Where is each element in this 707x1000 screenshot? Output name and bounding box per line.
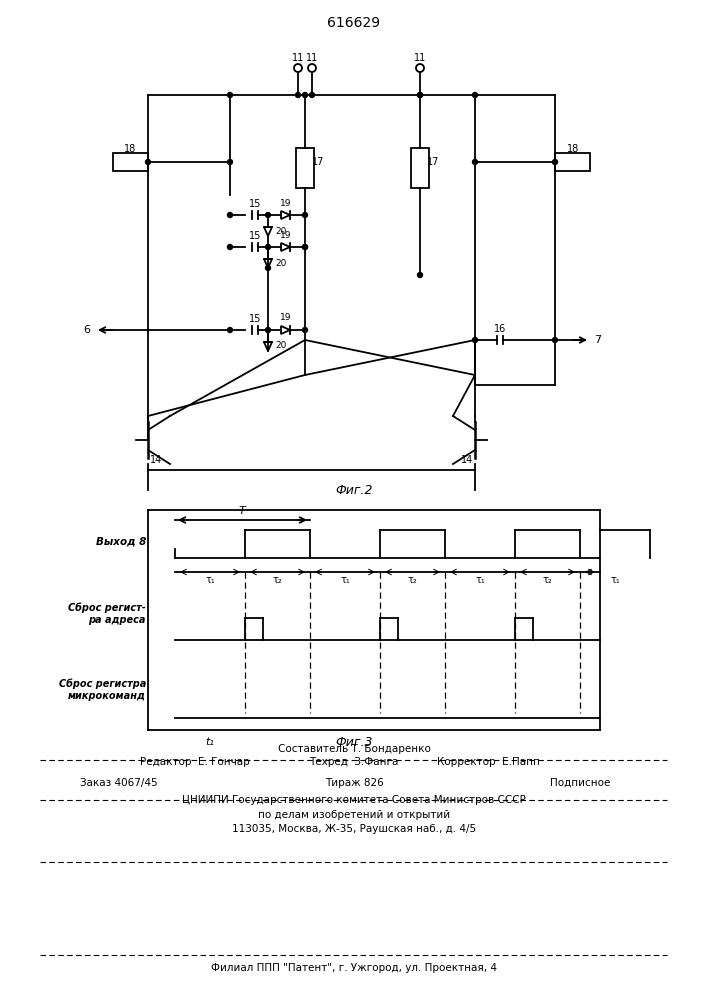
Text: 7: 7: [595, 335, 602, 345]
Circle shape: [418, 272, 423, 277]
Text: τ₂: τ₂: [543, 575, 552, 585]
Circle shape: [228, 244, 233, 249]
Circle shape: [296, 93, 300, 98]
Polygon shape: [281, 211, 290, 219]
Polygon shape: [281, 243, 290, 251]
Text: Заказ 4067/45: Заказ 4067/45: [80, 778, 158, 788]
Text: t₁: t₁: [206, 737, 214, 747]
Text: T: T: [239, 506, 245, 516]
Circle shape: [472, 338, 477, 342]
Circle shape: [418, 93, 423, 98]
Circle shape: [303, 93, 308, 98]
Circle shape: [228, 213, 233, 218]
Text: Техред  З.Фанга: Техред З.Фанга: [310, 757, 399, 767]
Text: 14: 14: [150, 455, 162, 465]
Bar: [411, 148, 429, 188]
Text: по делам изобретений и открытий: по делам изобретений и открытий: [258, 810, 450, 820]
Text: ра адреса: ра адреса: [88, 615, 146, 625]
Text: Фиг.2: Фиг.2: [335, 484, 373, 496]
Circle shape: [552, 159, 558, 164]
Circle shape: [552, 338, 558, 342]
Circle shape: [266, 213, 271, 218]
Circle shape: [228, 93, 233, 98]
Text: 18: 18: [567, 144, 579, 154]
Text: Тираж 826: Тираж 826: [325, 778, 383, 788]
Circle shape: [310, 93, 315, 98]
Text: 18: 18: [124, 144, 136, 154]
Text: Составитель Т. Бондаренко: Составитель Т. Бондаренко: [278, 744, 431, 754]
Text: τ₁: τ₁: [205, 575, 215, 585]
Polygon shape: [281, 326, 290, 334]
Text: 20: 20: [275, 342, 286, 351]
Text: τ₁: τ₁: [340, 575, 350, 585]
Text: τ₁: τ₁: [475, 575, 485, 585]
Text: Корректор  Е.Папп: Корректор Е.Папп: [437, 757, 540, 767]
Circle shape: [294, 64, 302, 72]
Text: 16: 16: [494, 324, 506, 334]
Text: 15: 15: [249, 199, 261, 209]
Polygon shape: [264, 259, 272, 268]
Text: Фиг.3: Фиг.3: [335, 736, 373, 748]
Text: 113035, Москва, Ж-35, Раушская наб., д. 4/5: 113035, Москва, Ж-35, Раушская наб., д. …: [232, 824, 476, 834]
Circle shape: [146, 159, 151, 164]
Circle shape: [303, 328, 308, 332]
Text: Филиал ППП "Патент", г. Ужгород, ул. Проектная, 4: Филиал ППП "Патент", г. Ужгород, ул. Про…: [211, 963, 497, 973]
Circle shape: [416, 64, 424, 72]
Text: 6: 6: [83, 325, 90, 335]
Text: Сброс регист-: Сброс регист-: [69, 603, 146, 613]
Text: 11: 11: [306, 53, 318, 63]
Text: Выход 8: Выход 8: [95, 537, 146, 547]
Text: 15: 15: [249, 231, 261, 241]
Text: 15: 15: [249, 314, 261, 324]
Text: 14: 14: [461, 455, 473, 465]
Text: 19: 19: [280, 231, 292, 239]
Circle shape: [303, 244, 308, 249]
Text: 11: 11: [292, 53, 304, 63]
Polygon shape: [264, 342, 272, 351]
Circle shape: [266, 328, 271, 332]
Circle shape: [472, 93, 477, 98]
Bar: [296, 148, 314, 188]
Text: 19: 19: [280, 198, 292, 208]
Circle shape: [308, 64, 316, 72]
Bar: [113, 153, 148, 171]
Circle shape: [418, 93, 423, 98]
Circle shape: [266, 265, 271, 270]
Text: 616629: 616629: [327, 16, 380, 30]
Text: Редактор  Е. Гончар: Редактор Е. Гончар: [140, 757, 250, 767]
Text: τ₂: τ₂: [408, 575, 417, 585]
Text: 20: 20: [275, 258, 286, 267]
Circle shape: [303, 244, 308, 249]
Text: τ₁: τ₁: [610, 575, 620, 585]
Text: ЦНИИПИ Государственного комитета Совета Министров СССР: ЦНИИПИ Государственного комитета Совета …: [182, 795, 526, 805]
Text: 11: 11: [414, 53, 426, 63]
Text: 19: 19: [280, 314, 292, 322]
Text: 20: 20: [275, 227, 286, 235]
Text: Сброс регистра: Сброс регистра: [59, 679, 146, 689]
Text: 17: 17: [427, 157, 439, 167]
Circle shape: [228, 328, 233, 332]
Circle shape: [228, 159, 233, 164]
Polygon shape: [264, 227, 272, 236]
Circle shape: [303, 213, 308, 218]
Text: Подписное: Подписное: [550, 778, 610, 788]
Circle shape: [472, 159, 477, 164]
Text: τ₂: τ₂: [273, 575, 282, 585]
Bar: [555, 153, 590, 171]
Circle shape: [266, 244, 271, 249]
Text: 17: 17: [312, 157, 325, 167]
Text: микрокоманд: микрокоманд: [68, 691, 146, 701]
